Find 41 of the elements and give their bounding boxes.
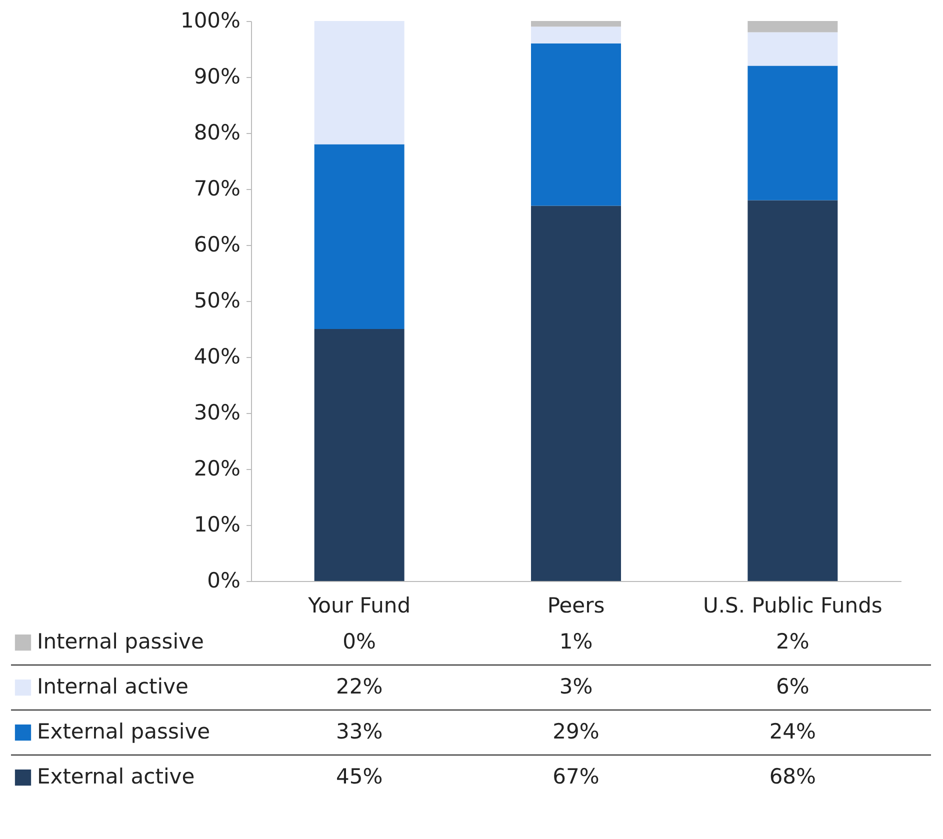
text: 6% bbox=[776, 674, 810, 698]
bar bbox=[531, 43, 621, 206]
y-tick-label: 90% bbox=[194, 64, 240, 88]
bar bbox=[314, 21, 404, 144]
text: 22% bbox=[336, 674, 383, 698]
y-tick-label: 100% bbox=[180, 8, 240, 32]
bar bbox=[531, 206, 621, 581]
bar bbox=[748, 66, 838, 200]
text: 67% bbox=[552, 764, 600, 788]
legend-label: Internal active bbox=[37, 674, 188, 698]
legend-label: Internal passive bbox=[37, 630, 204, 654]
bar bbox=[314, 144, 404, 329]
bar bbox=[748, 21, 838, 32]
x-tick-label: Peers bbox=[547, 594, 605, 618]
text: 24% bbox=[769, 720, 816, 744]
y-tick-label: 50% bbox=[194, 288, 240, 312]
text: 0% bbox=[342, 630, 376, 654]
bar bbox=[748, 32, 838, 66]
bar bbox=[531, 21, 621, 27]
text: 33% bbox=[336, 720, 383, 744]
legend-label: External active bbox=[37, 764, 195, 788]
text: 1% bbox=[559, 630, 593, 654]
legend-label: External passive bbox=[37, 720, 210, 744]
x-tick-label: U.S. Public Funds bbox=[702, 594, 882, 618]
bar bbox=[314, 329, 404, 581]
y-tick-label: 0% bbox=[207, 568, 240, 592]
y-tick-label: 40% bbox=[194, 344, 240, 368]
text: 2% bbox=[776, 630, 810, 654]
bar bbox=[531, 26, 621, 44]
text: 45% bbox=[336, 764, 383, 788]
y-tick-label: 80% bbox=[194, 120, 240, 144]
y-tick-label: 20% bbox=[194, 456, 240, 480]
x-tick-label: Your Fund bbox=[307, 594, 411, 618]
bar bbox=[748, 200, 838, 581]
y-tick-label: 10% bbox=[194, 512, 240, 536]
y-tick-label: 60% bbox=[194, 232, 240, 256]
text: 3% bbox=[559, 674, 593, 698]
text: 68% bbox=[769, 764, 816, 788]
y-tick-label: 30% bbox=[194, 400, 240, 424]
text: 29% bbox=[552, 720, 600, 744]
y-tick-label: 70% bbox=[194, 176, 240, 200]
